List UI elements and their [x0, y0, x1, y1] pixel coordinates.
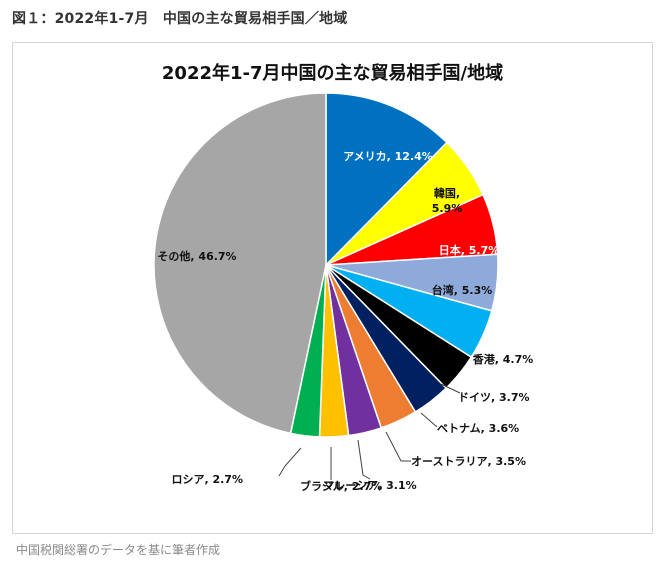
pie-slice [153, 92, 327, 435]
slice-label: ドイツ, 3.7% [458, 391, 530, 404]
leader-line [278, 447, 302, 477]
slice-label: 香港, 4.7% [472, 352, 534, 366]
slice-label: 韓国, 5.9% [432, 186, 463, 215]
source-note: 中国税関総署のデータを基に筆者作成 [16, 543, 221, 557]
slice-label: 台湾, 5.3% [432, 283, 493, 297]
slice-label: ブラジル, 2.7% [300, 479, 382, 493]
pie-slice [325, 92, 448, 267]
slice-label: ベトナム, 3.6% [437, 422, 519, 435]
leader-line [357, 439, 371, 480]
pie-chart: アメリカ, 12.4% 韓国, 5.9% 日本, 5.7% 台湾, 5.3% 香港, 4.… [153, 92, 534, 493]
leader-line [420, 412, 438, 428]
slice-label: オーストラリア, 3.5% [411, 455, 526, 468]
figure-caption: 図１：2022年1-7月 中国の主な貿易相手国／地域 [12, 11, 348, 27]
chart-title: 2022年1-7月中国の主な貿易相手国/地域 [161, 63, 504, 84]
leader-line [440, 383, 461, 394]
leader-line [385, 431, 411, 462]
slice-label: 日本, 5.7% [439, 243, 500, 257]
chart-container: 2022年1-7月中国の主な貿易相手国/地域 アメリカ, 12.4% 韓国, 5.9… [12, 42, 653, 534]
slice-label: マレーシア, 3.1% [323, 479, 416, 492]
slice-label: ロシア, 2.7% [171, 473, 243, 486]
slice-label: アメリカ, 12.4% [343, 150, 433, 163]
slice-label: その他, 46.7% [157, 249, 236, 263]
